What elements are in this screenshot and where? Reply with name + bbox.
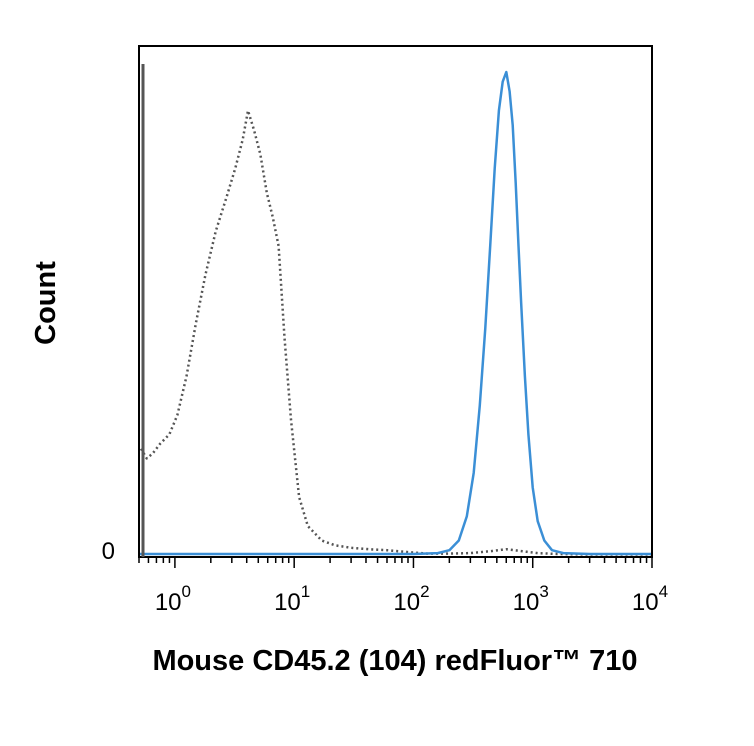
series-line-dotted bbox=[139, 109, 652, 556]
x-tick-label: 102 bbox=[393, 582, 429, 616]
x-tick-label: 103 bbox=[513, 582, 549, 616]
x-tick-label: 100 bbox=[155, 582, 191, 616]
plot-frame bbox=[138, 45, 653, 558]
x-axis-title: Mouse CD45.2 (104) redFluor™ 710 bbox=[152, 645, 637, 677]
y-axis-title: Count bbox=[30, 261, 62, 345]
series-line-solid bbox=[139, 70, 652, 556]
x-tick-label: 104 bbox=[632, 582, 668, 616]
y-tick-label-zero: 0 bbox=[102, 538, 115, 565]
x-tick-label: 101 bbox=[274, 582, 310, 616]
